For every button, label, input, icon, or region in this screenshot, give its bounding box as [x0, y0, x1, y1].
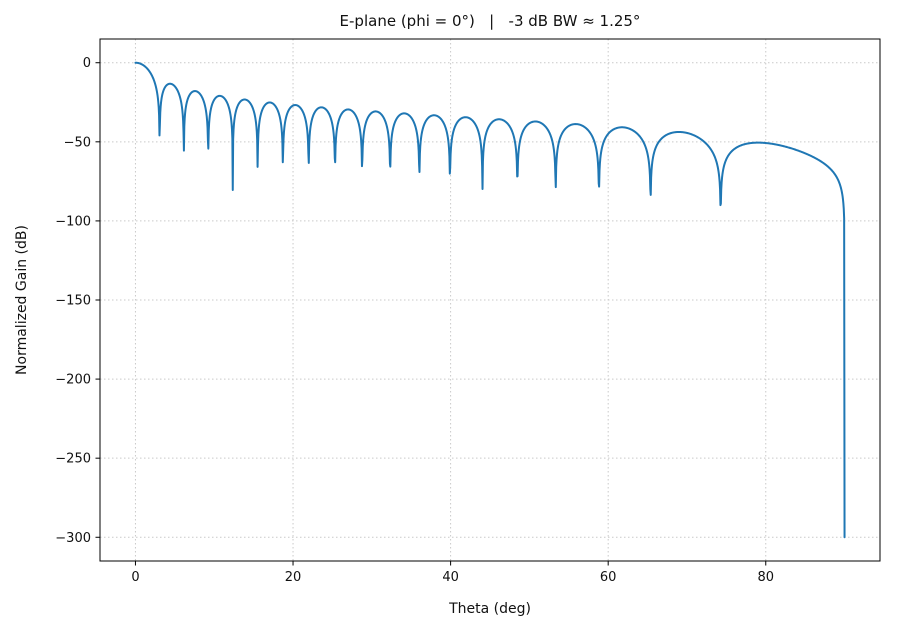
x-tick-label: 0: [131, 570, 139, 585]
x-tick-label: 20: [285, 570, 302, 585]
y-tick-label: −50: [64, 135, 91, 150]
x-tick-label: 80: [757, 570, 774, 585]
x-tick-label: 40: [442, 570, 459, 585]
x-axis-label: Theta (deg): [449, 601, 531, 617]
x-tick-label: 60: [600, 570, 617, 585]
y-tick-label: −150: [55, 294, 91, 309]
gain-curve: [134, 61, 846, 539]
chart-title: E-plane (phi = 0°) | -3 dB BW ≈ 1.25°: [339, 12, 641, 30]
y-tick-label: −250: [55, 452, 91, 467]
y-axis-label: Normalized Gain (dB): [14, 225, 30, 375]
y-tick-label: 0: [83, 56, 91, 71]
y-tick-label: −300: [55, 531, 91, 546]
y-tick-label: −100: [55, 214, 91, 229]
y-tick-label: −200: [55, 373, 91, 388]
